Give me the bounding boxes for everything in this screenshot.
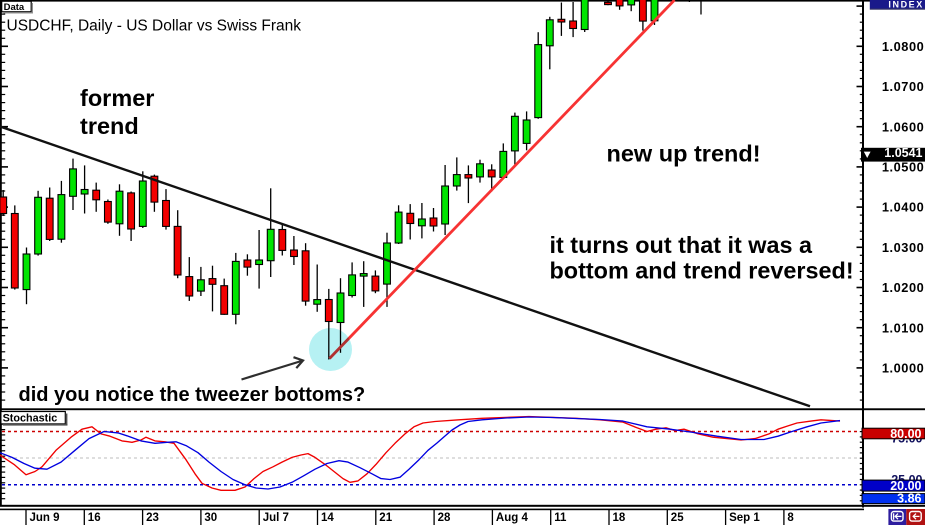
svg-text:Data: Data [4, 2, 25, 13]
svg-text:1.0400: 1.0400 [882, 200, 924, 215]
svg-text:18: 18 [613, 512, 626, 524]
svg-text:it turns out that it was a: it turns out that it was a [550, 232, 813, 258]
svg-text:bottom and trend reversed!: bottom and trend reversed! [550, 257, 854, 283]
svg-text:Stochastic: Stochastic [3, 412, 58, 424]
svg-text:Aug 4: Aug 4 [496, 512, 529, 524]
svg-text:8: 8 [787, 512, 794, 524]
svg-text:INDEX: INDEX [888, 0, 924, 10]
svg-text:Jul 7: Jul 7 [263, 512, 289, 524]
svg-text:80.00: 80.00 [890, 427, 921, 441]
svg-text:1.0600: 1.0600 [882, 119, 924, 134]
svg-text:1.0200: 1.0200 [882, 280, 924, 295]
svg-text:did you notice the tweezer bot: did you notice the tweezer bottoms? [19, 384, 366, 406]
svg-text:21: 21 [379, 512, 392, 524]
svg-text:14: 14 [321, 512, 334, 524]
svg-text:3.86: 3.86 [897, 491, 921, 505]
svg-text:1.0541: 1.0541 [884, 146, 922, 160]
svg-text:Jun 9: Jun 9 [30, 512, 60, 524]
svg-text:16: 16 [88, 512, 101, 524]
svg-text:Sep 1: Sep 1 [729, 512, 760, 524]
svg-text:1.0700: 1.0700 [882, 79, 924, 94]
svg-text:USDCHF, Daily - US Dollar vs S: USDCHF, Daily - US Dollar vs Swiss Frank [7, 18, 302, 35]
svg-text:25: 25 [671, 512, 684, 524]
svg-text:23: 23 [146, 512, 159, 524]
svg-text:1.0300: 1.0300 [882, 240, 924, 255]
svg-text:1.0800: 1.0800 [882, 39, 924, 54]
svg-text:20.00: 20.00 [890, 479, 921, 493]
svg-text:new up trend!: new up trend! [607, 141, 761, 167]
svg-text:28: 28 [438, 512, 451, 524]
svg-text:1.0100: 1.0100 [882, 320, 924, 335]
svg-text:30: 30 [204, 512, 217, 524]
svg-text:trend: trend [80, 113, 139, 139]
svg-text:11: 11 [554, 512, 567, 524]
svg-text:1.0000: 1.0000 [882, 361, 924, 376]
svg-text:former: former [80, 85, 154, 111]
svg-text:1.0500: 1.0500 [882, 160, 924, 175]
